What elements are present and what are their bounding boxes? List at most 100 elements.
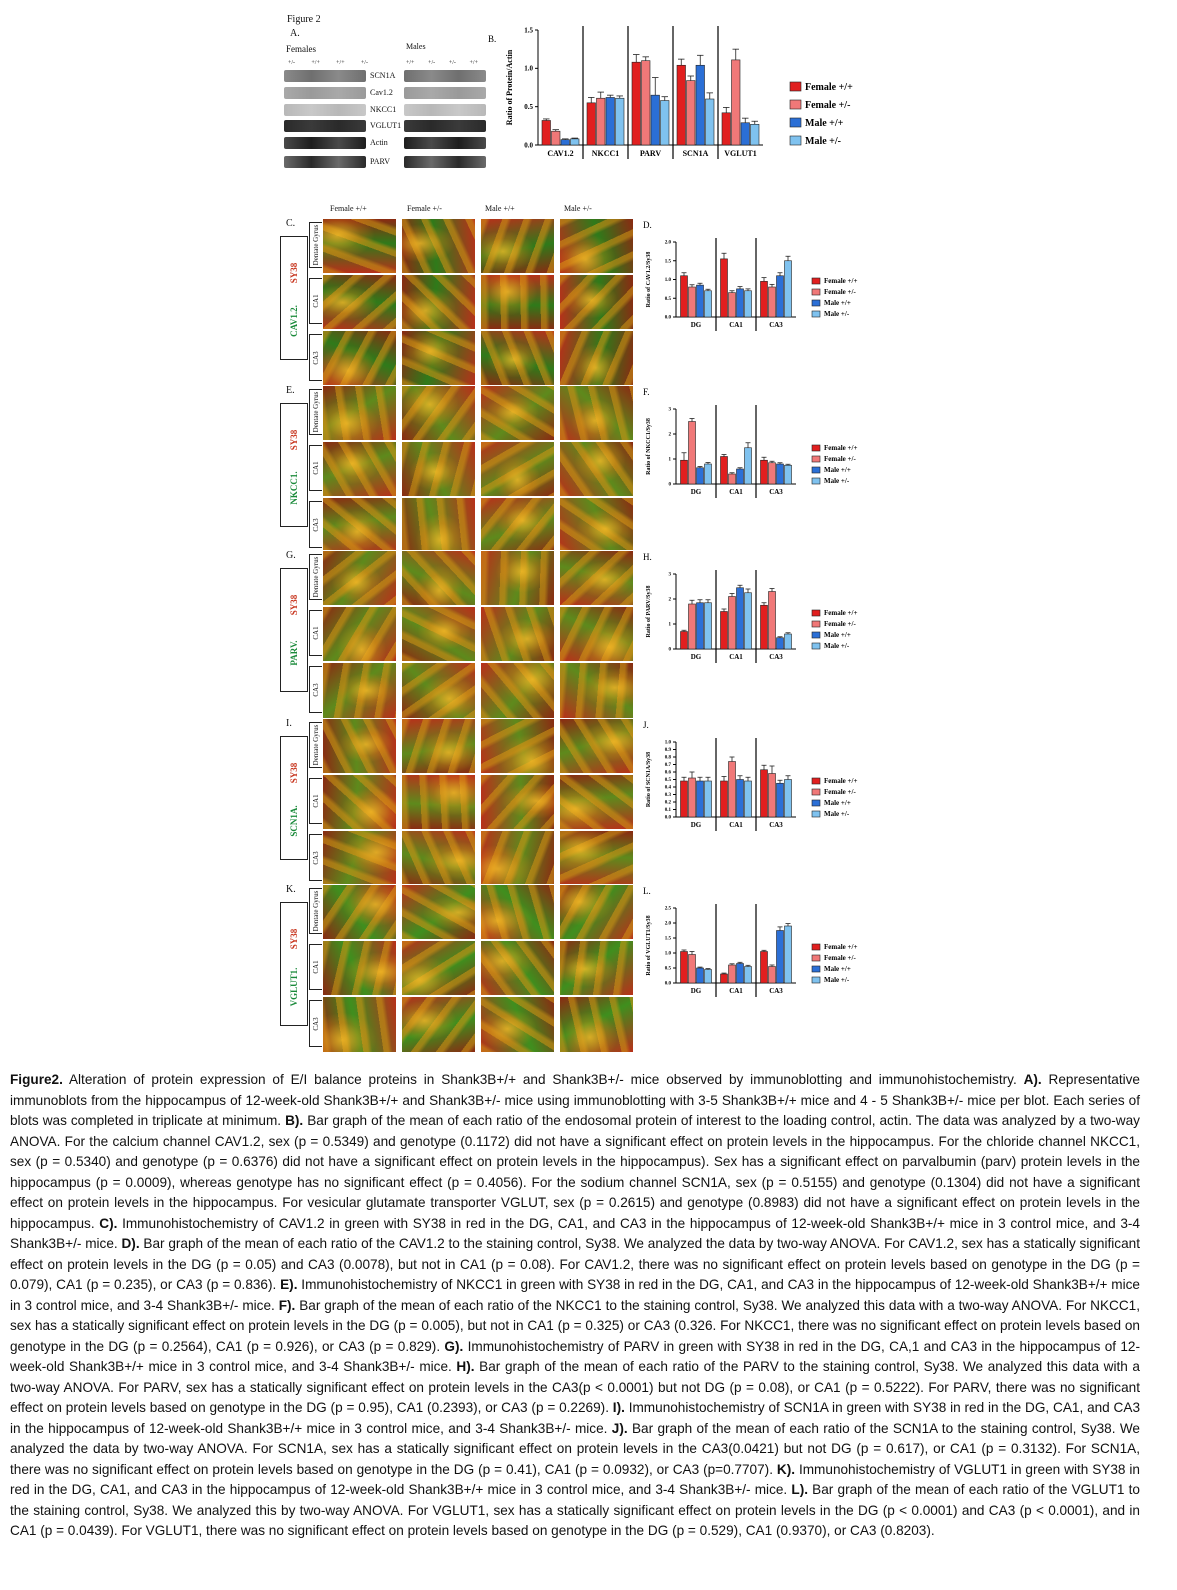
panel-letter: E. — [286, 385, 295, 396]
y-tick-label: 0.0 — [524, 141, 533, 149]
stain-green-label: VGLUT1. — [289, 967, 299, 1007]
legend-swatch — [789, 135, 802, 146]
legend-label: Male +/- — [824, 976, 850, 984]
legend-label: Male +/+ — [805, 118, 844, 129]
bar — [605, 97, 615, 146]
y-tick-label: 1 — [669, 458, 672, 463]
micrograph — [322, 550, 397, 606]
micrograph — [559, 662, 634, 719]
chart-j: J. 0.0 0.1 0.2 0.3 0.4 0.5 0.6 0.7 0.8 0.9 1.0 Ratio… — [643, 720, 857, 831]
y-tick-label: 0.8 — [665, 756, 672, 761]
legend-swatch — [789, 117, 802, 128]
caption-text: Bar graph of the mean of each ratio of t… — [10, 1297, 1141, 1354]
y-axis-label: Ratio of Protein/Actin — [505, 49, 514, 125]
category-label: DG — [691, 987, 702, 995]
legend-swatch — [811, 642, 821, 650]
category-label: VGLUT1 — [724, 149, 756, 158]
micrograph — [401, 606, 476, 662]
bar — [744, 592, 752, 650]
category-label: CA1 — [729, 821, 743, 829]
legend-swatch — [811, 466, 821, 474]
micrograph — [559, 218, 634, 274]
panel-letter-a: A. — [290, 28, 300, 39]
bar — [776, 275, 784, 318]
male-genotype: +/+ — [406, 60, 415, 66]
y-tick-label: 0.5 — [665, 297, 672, 302]
caption-text: Bar graph of the mean of each ratio of t… — [10, 1359, 1140, 1415]
legend-label: Female +/- — [824, 954, 856, 962]
males-label: Males — [406, 42, 426, 51]
chart-d: D. 0.0 0.5 1.0 1.5 2.0 Ratio of CAV1.2/Sy38 DG C… — [643, 220, 857, 331]
chart-l: L. 0.0 0.5 1.0 1.5 2.0 2.5 Ratio of VGLUT1/Sy38… — [643, 886, 857, 997]
y-axis-label: Ratio of CAV1.2/Sy38 — [646, 252, 652, 308]
y-axis-label: Ratio of VGLUT1/Sy38 — [646, 915, 652, 975]
caption-label: E). — [280, 1277, 298, 1292]
legend-label: Male +/+ — [824, 466, 851, 474]
region-label: CA1 — [312, 794, 320, 808]
y-tick-label: 0.6 — [665, 771, 672, 776]
legend-label: Female +/+ — [824, 943, 857, 951]
bar — [680, 631, 688, 650]
y-tick-label: 0 — [669, 483, 672, 488]
bar — [680, 951, 688, 984]
legend-label: Female +/+ — [805, 82, 853, 93]
legend-swatch — [811, 810, 821, 818]
bar — [720, 973, 728, 984]
micrograph — [401, 330, 476, 387]
stain-green-label: CAV1.2. — [289, 305, 299, 337]
micrograph — [322, 385, 397, 441]
category-label: SCN1A — [683, 149, 709, 158]
chart-b: B. 0.0 0.5 1.0 1.5 Ratio of Protein/Actin CAV1… — [488, 26, 853, 159]
bar — [688, 777, 696, 818]
micrograph — [322, 718, 397, 774]
micrograph — [559, 940, 634, 996]
bar — [728, 761, 736, 818]
blot-band-female — [284, 137, 366, 149]
panel-letter: C. — [286, 218, 296, 229]
bar — [696, 780, 704, 818]
blot-protein-label: Actin — [370, 138, 388, 147]
panel-a: A. Females Males +/- +/+ +/+ +/- +/+ +/-… — [280, 28, 490, 178]
micrograph — [480, 330, 555, 387]
bar — [631, 61, 641, 146]
legend-swatch — [811, 455, 821, 463]
micrograph — [559, 774, 634, 830]
bar — [560, 139, 570, 146]
micrograph — [480, 385, 555, 441]
legend-label: Male +/+ — [824, 965, 851, 973]
male-genotype: +/+ — [469, 60, 478, 66]
bar — [680, 780, 688, 818]
legend-swatch — [811, 954, 821, 962]
bar — [704, 780, 712, 818]
bar — [760, 769, 768, 818]
bar — [736, 963, 744, 984]
region-label: Dentate Gyrus — [312, 890, 320, 932]
micrograph — [559, 330, 634, 387]
micrograph — [322, 330, 397, 387]
caption-text: Immunohistochemistry of NKCC1 in green w… — [10, 1277, 1140, 1313]
bar — [541, 120, 551, 146]
bar — [736, 587, 744, 650]
legend-label: Female +/- — [824, 620, 856, 628]
micrograph — [559, 884, 634, 940]
micrograph — [559, 385, 634, 441]
female-genotype: +/+ — [311, 60, 320, 66]
micrograph — [322, 606, 397, 662]
legend-label: Male +/- — [824, 477, 850, 485]
stain-label-box — [280, 236, 308, 360]
stain-label-box — [280, 902, 308, 1026]
blot-protein-label: PARV — [370, 157, 390, 166]
micrograph — [401, 662, 476, 719]
bar — [641, 60, 651, 146]
micrograph — [401, 774, 476, 830]
bar — [695, 64, 705, 146]
micrograph — [480, 218, 555, 274]
bar — [750, 124, 760, 146]
micrograph — [401, 274, 476, 330]
blot-band-male — [404, 87, 486, 99]
y-tick-label: 0.3 — [665, 793, 672, 798]
legend-label: Female +/- — [824, 288, 856, 296]
caption-label: G). — [444, 1338, 464, 1354]
stain-green-label: NKCC1. — [289, 471, 299, 505]
y-tick-label: 0.7 — [665, 763, 672, 768]
